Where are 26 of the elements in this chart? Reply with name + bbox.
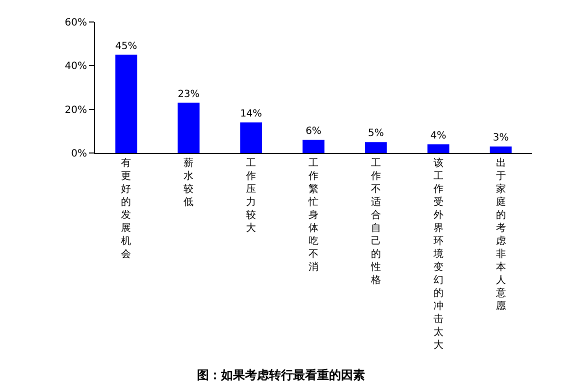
category-label: 出于家庭的考虑非本人意愿 [496, 158, 506, 312]
data-label: 23% [178, 88, 200, 100]
category-label: 该工作受外界环境变幻的冲击太大 [433, 158, 444, 351]
y-tick-label: 40% [64, 61, 87, 72]
data-label: 4% [430, 130, 446, 142]
x-tick-label: 薪水较低 [184, 157, 194, 208]
text: 图：如果考虑转行最看重的因素 [197, 368, 365, 382]
y-tick-label: 0% [71, 148, 87, 160]
bar [365, 142, 387, 153]
bar [490, 146, 512, 153]
category-label: 工作繁忙身体吃不消 [308, 158, 318, 273]
bar [427, 144, 450, 153]
bar [302, 140, 324, 153]
bar [178, 102, 200, 153]
bar [240, 122, 262, 153]
data-label: 6% [306, 126, 322, 137]
y-tick-label: 20% [64, 104, 87, 116]
x-tick-label: 工作压力较大 [245, 158, 256, 234]
data-label: 5% [368, 128, 384, 140]
data-label: 45% [115, 40, 138, 52]
data-label: 14% [240, 108, 262, 120]
x-tick-label: 有更好的发展机会 [121, 157, 132, 260]
category-label: 工作不适合自己的性格 [370, 158, 381, 286]
y-tick-label: 60% [64, 18, 87, 28]
data-label: 3% [492, 132, 509, 144]
bar [115, 54, 138, 153]
